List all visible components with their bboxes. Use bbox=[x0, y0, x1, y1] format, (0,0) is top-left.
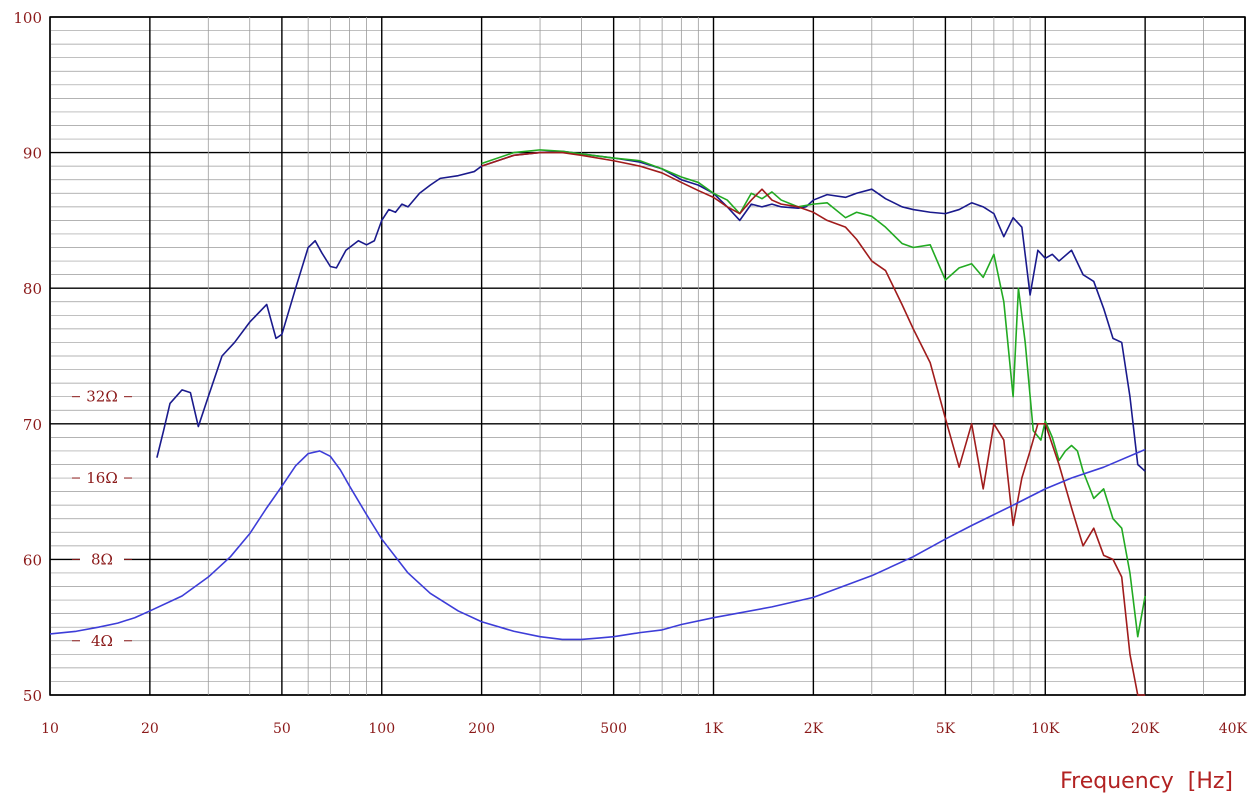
x-tick-label: 5K bbox=[936, 721, 956, 737]
x-tick-label: 10 bbox=[41, 721, 59, 737]
x-tick-label: 50 bbox=[273, 721, 291, 737]
x-tick-label: 100 bbox=[368, 721, 395, 737]
x-tick-label: 20K bbox=[1131, 721, 1160, 737]
impedance-label: 4Ω bbox=[91, 632, 113, 650]
x-tick-label: 500 bbox=[600, 721, 627, 737]
series-line-2 bbox=[481, 149, 1146, 638]
series-layer bbox=[49, 149, 1146, 696]
series-line-1 bbox=[156, 150, 1146, 472]
impedance-label-bg bbox=[80, 630, 124, 650]
y-tick-label: 80 bbox=[23, 280, 42, 298]
x-tick-label: 200 bbox=[468, 721, 495, 737]
impedance-label: 32Ω bbox=[86, 388, 118, 406]
impedance-label-bg bbox=[80, 549, 124, 569]
y-tick-label: 100 bbox=[13, 9, 42, 27]
series-line-3 bbox=[481, 151, 1146, 696]
x-tick-label: 20 bbox=[141, 721, 159, 737]
y-tick-label: 90 bbox=[23, 145, 42, 163]
impedance-label: 8Ω bbox=[91, 550, 113, 568]
impedance-label: 16Ω bbox=[86, 469, 118, 487]
x-tick-label: 10K bbox=[1031, 721, 1060, 737]
impedance-labels: 32Ω 16Ω 8Ω 4Ω bbox=[72, 386, 132, 650]
x-tick-label: 1K bbox=[704, 721, 724, 737]
x-tick-labels: 10 20 50 100 200 500 1K 2K 5K 10K 20K 40K bbox=[41, 721, 1247, 737]
y-tick-labels: 50 60 70 80 90 100 bbox=[13, 9, 42, 705]
y-tick-label: 50 bbox=[23, 687, 42, 705]
grid bbox=[49, 16, 1246, 696]
y-tick-label: 70 bbox=[23, 416, 42, 434]
series-line-4 bbox=[49, 448, 1146, 641]
impedance-label-bg bbox=[80, 468, 124, 488]
x-axis-label: Frequency [Hz] bbox=[1060, 769, 1233, 794]
y-tick-label: 60 bbox=[23, 551, 42, 569]
impedance-label-bg bbox=[80, 386, 124, 406]
x-tick-label: 40K bbox=[1219, 721, 1248, 737]
x-tick-label: 2K bbox=[804, 721, 824, 737]
